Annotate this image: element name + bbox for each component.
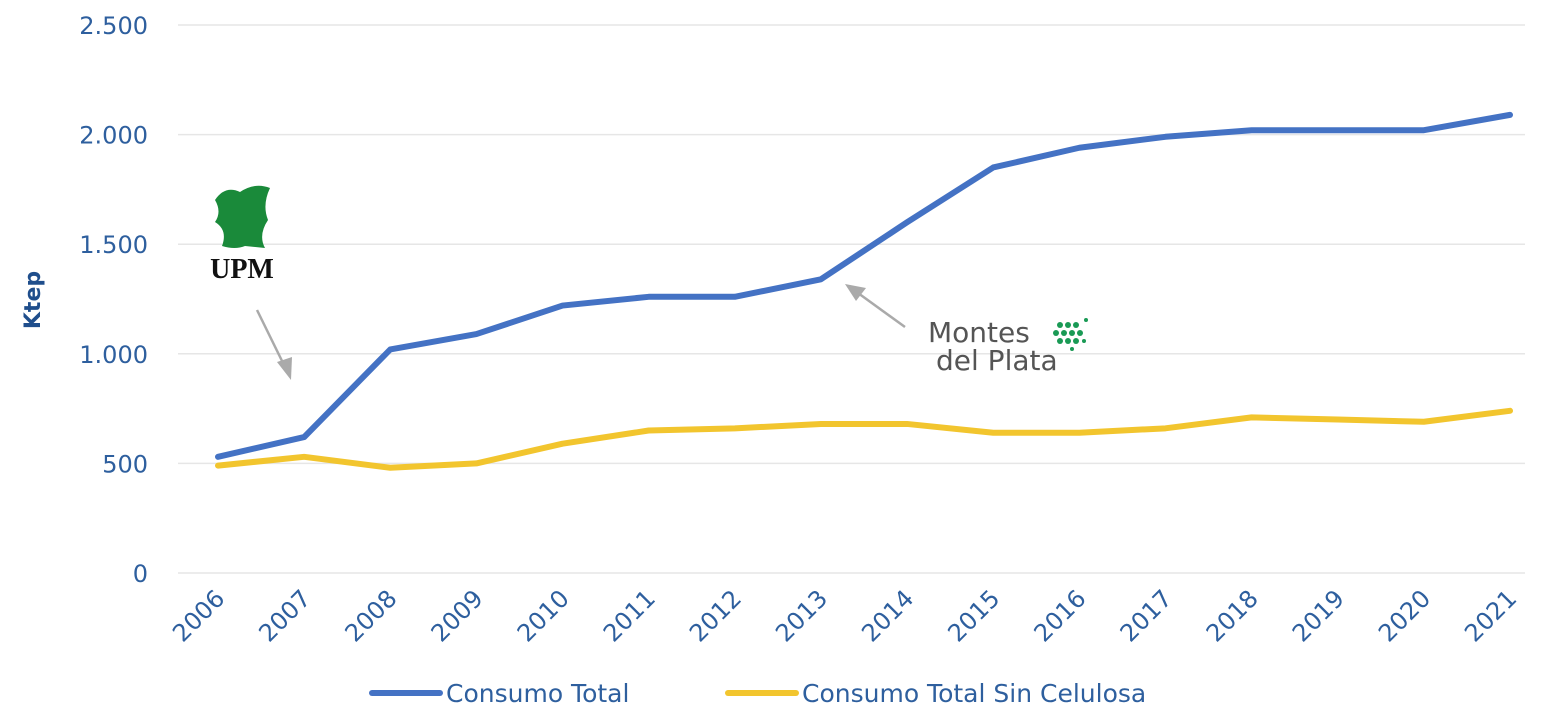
y-tick-label: 1.000 bbox=[79, 341, 148, 369]
y-tick-label: 1.500 bbox=[79, 231, 148, 259]
x-tick-label: 2021 bbox=[1459, 584, 1522, 647]
x-tick-label: 2017 bbox=[1115, 584, 1178, 647]
x-tick-label: 2018 bbox=[1201, 584, 1264, 647]
arrow-line bbox=[255, 309, 286, 366]
x-tick-label: 2014 bbox=[856, 584, 919, 647]
arrow-line bbox=[857, 291, 906, 329]
x-tick-label: 2006 bbox=[167, 584, 230, 647]
y-axis-label: Ktep bbox=[21, 271, 46, 329]
x-tick-label: 2012 bbox=[684, 584, 747, 647]
x-tick-label: 2008 bbox=[340, 584, 403, 647]
mdp-text: Montes bbox=[928, 316, 1030, 349]
series-line bbox=[215, 407, 1513, 471]
x-tick-label: 2015 bbox=[942, 584, 1005, 647]
x-tick-label: 2010 bbox=[512, 584, 575, 647]
x-tick-label: 2011 bbox=[598, 584, 661, 647]
arrow-head bbox=[845, 284, 866, 301]
y-tick-label: 500 bbox=[102, 450, 148, 478]
plot: 0 500 1.000 1.500 2.000 2.500 2006 2007 2008 2009… bbox=[79, 12, 1525, 708]
mdp-arrow bbox=[845, 284, 906, 329]
x-tick-label: 2009 bbox=[426, 584, 489, 647]
legend-label: Consumo Total Sin Celulosa bbox=[802, 679, 1146, 708]
upm-logo: UPM bbox=[210, 185, 274, 285]
x-tick-label: 2013 bbox=[770, 584, 833, 647]
series-line bbox=[215, 111, 1513, 460]
upm-text: UPM bbox=[210, 254, 274, 285]
x-tick-label: 2019 bbox=[1287, 584, 1350, 647]
upm-griffin bbox=[215, 185, 270, 248]
y-tick-label: 0 bbox=[133, 560, 148, 588]
x-tick-label: 2016 bbox=[1029, 584, 1092, 647]
mdp-dots bbox=[1053, 318, 1088, 351]
upm-arrow bbox=[255, 309, 292, 380]
x-tick-label: 2007 bbox=[253, 584, 316, 647]
mdp-text: del Plata bbox=[936, 344, 1058, 377]
legend-label: Consumo Total bbox=[446, 679, 629, 708]
arrow-head bbox=[277, 357, 292, 380]
x-tick-label: 2020 bbox=[1373, 584, 1436, 647]
y-tick-label: 2.000 bbox=[79, 122, 148, 150]
mdp-logo: Montes del Plata bbox=[928, 316, 1088, 377]
y-tick-label: 2.500 bbox=[79, 12, 148, 40]
